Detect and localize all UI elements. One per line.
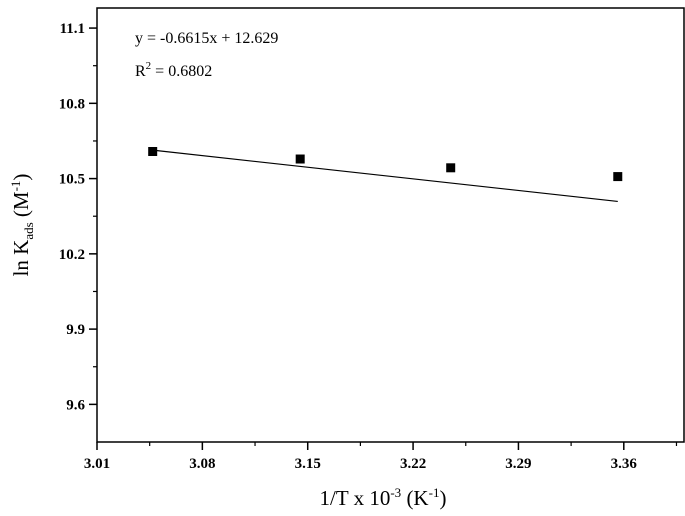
y-axis-title-unit-close: )	[9, 174, 33, 181]
r2-label: R	[135, 63, 146, 80]
data-point	[446, 163, 456, 173]
fit-line-group	[152, 149, 618, 203]
y-tick-label: 10.2	[59, 247, 85, 263]
y-tick-label: 9.6	[66, 397, 85, 413]
y-axis-title-unit-open: (M	[9, 191, 33, 222]
x-axis-title-unit-exp: -1	[429, 485, 440, 500]
r2-exponent: 2	[146, 60, 152, 72]
plot-frame	[96, 7, 685, 443]
r-squared-annotation: R2 = 0.6802	[135, 60, 212, 80]
y-tick-label: 11.1	[60, 21, 85, 37]
fit-line	[152, 149, 618, 203]
y-tick-label: 10.8	[59, 96, 85, 112]
x-tick-label: 3.36	[611, 456, 638, 472]
x-tick-label: 3.15	[295, 456, 321, 472]
x-tick-label: 3.22	[400, 456, 426, 472]
r2-value: = 0.6802	[151, 63, 212, 80]
y-axis-title-sub: ads	[21, 222, 36, 239]
x-axis-title-base: 1/T x 10	[320, 486, 391, 510]
x-tick-label: 3.08	[189, 456, 215, 472]
y-axis-title-base: ln K	[9, 240, 33, 277]
x-axis-title-exp: -3	[390, 485, 401, 500]
equation-annotation: y = -0.6615x + 12.629	[135, 30, 278, 47]
y-tick-label: 10.5	[59, 172, 85, 188]
data-point	[148, 146, 158, 156]
x-tick-label: 3.29	[505, 456, 531, 472]
data-points	[148, 146, 623, 182]
x-tick-label: 3.01	[84, 456, 110, 472]
data-point	[295, 154, 305, 164]
y-axis-ticks: 9.6 9.9 10.2 10.5 10.8 11.1	[59, 21, 97, 413]
x-axis-ticks: 3.01 3.08 3.15 3.22 3.29 3.36	[84, 442, 678, 472]
x-axis-title-unit-close: )	[439, 486, 446, 510]
x-axis-title: 1/T x 10-3 (K-1)	[320, 485, 447, 510]
x-axis-title-unit-open: (K	[401, 486, 428, 510]
data-point	[613, 172, 623, 182]
y-tick-label: 9.9	[66, 322, 85, 338]
y-axis-title: ln Kads (M-1)	[8, 174, 36, 277]
y-axis-title-unit-exp: -1	[8, 181, 23, 192]
